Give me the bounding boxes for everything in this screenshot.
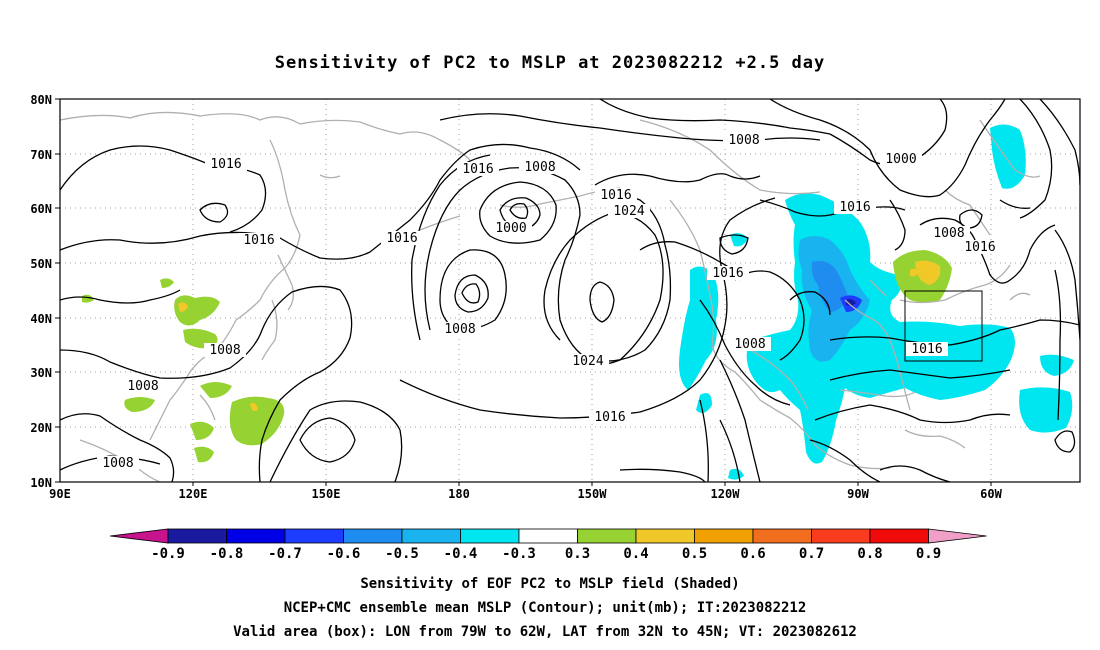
lat-axis: 80N 70N 60N 50N 40N 30N 20N 10N: [30, 93, 60, 490]
valid-area-box: [904, 290, 983, 362]
shade-positive-asia-11: [250, 402, 258, 412]
shade-negative-atl-east: [1019, 387, 1073, 433]
lon-label: 90W: [847, 487, 869, 501]
lat-label: 70N: [30, 148, 52, 162]
colorbar-low-arrow: [109, 528, 169, 544]
contour-label: 1008: [102, 456, 133, 471]
colorbar-segment: [284, 528, 344, 544]
lon-label: 60W: [980, 487, 1002, 501]
gridlines: [60, 99, 1080, 482]
shade-positive-quebec-core: [915, 260, 941, 285]
contour-label: 1016: [600, 188, 631, 203]
shade-negative-na-blue: [811, 260, 848, 312]
contour-label: 1016: [964, 240, 995, 255]
colorbar-segment: [811, 528, 871, 544]
colorbar-segment: [518, 528, 578, 544]
plot-border: [59, 98, 1081, 483]
lat-label: 50N: [30, 257, 52, 271]
colorbar-segment: [460, 528, 520, 544]
contour-label: 1008: [127, 379, 158, 394]
coastlines: [60, 111, 1041, 482]
shade-negative-na-pac: [728, 468, 744, 480]
colorbar-segment: [401, 528, 461, 544]
footer-line-1: Sensitivity of EOF PC2 to MSLP field (Sh…: [360, 576, 739, 592]
shade-positive-asia-6: [124, 397, 155, 412]
lat-label: 60N: [30, 202, 52, 216]
colorbar-label: 0.7: [799, 546, 824, 562]
lat-label: 30N: [30, 366, 52, 380]
colorbar-segment: [577, 528, 637, 544]
colorbar-segment: [635, 528, 695, 544]
colorbar-label: -0.9: [151, 546, 185, 562]
contour-labels: 1016 1016 1016 1008 1008 1000 1000 1008 …: [97, 133, 1001, 471]
lon-label: 150E: [312, 487, 341, 501]
contour-label: 1008: [524, 160, 555, 175]
shade-positive-asia-3: [160, 278, 174, 288]
shade-positive-asia-8: [229, 396, 285, 446]
contour-label: 1000: [885, 152, 916, 167]
colorbar-label: 0.5: [682, 546, 707, 562]
colorbar-label: 0.4: [623, 546, 648, 562]
lon-label: 90E: [49, 487, 71, 501]
lon-label: 150W: [578, 487, 608, 501]
colorbar-label: -0.5: [385, 546, 419, 562]
shade-positive-asia-1: [174, 295, 220, 326]
colorbar-high-arrow: [928, 528, 987, 544]
colorbar-label: -0.7: [268, 546, 302, 562]
contour-label: 1000: [495, 221, 526, 236]
contour-label: 1016: [462, 162, 493, 177]
lon-axis: 90E 120E 150E 180 150W 120W 90W 60W: [49, 482, 1003, 501]
colorbar-label: -0.4: [444, 546, 478, 562]
lon-label: 120W: [711, 487, 741, 501]
colorbar-label: 0.8: [857, 546, 882, 562]
shade-positive-asia-10: [194, 446, 214, 463]
colorbar-segment: [343, 528, 403, 544]
colorbar-segment: [226, 528, 286, 544]
contour-label: 1024: [613, 204, 644, 219]
map-title: Sensitivity of PC2 to MSLP at 2023082212…: [275, 53, 826, 73]
colorbar-segment: [694, 528, 754, 544]
contour-label: 1008: [444, 322, 475, 337]
footer-line-3: Valid area (box): LON from 79W to 62W, L…: [233, 624, 857, 640]
contour-label: 1016: [386, 231, 417, 246]
contour-label: 1008: [933, 226, 964, 241]
shade-positive-quebec-inner: [910, 268, 918, 277]
contour-label: 1024: [572, 354, 603, 369]
contour-label: 1016: [839, 200, 870, 215]
lat-label: 80N: [30, 93, 52, 107]
colorbar-label: -0.3: [502, 546, 536, 562]
shade-negative-na-west: [696, 392, 712, 414]
contour-label: 1016: [243, 233, 274, 248]
colorbar: -0.9 -0.8 -0.7 -0.6 -0.5 -0.4 -0.3 0.3 0.4 0.5 0.6…: [109, 528, 987, 562]
contour-label: 1008: [734, 337, 765, 352]
colorbar-segment: [869, 528, 929, 544]
lat-label: 20N: [30, 421, 52, 435]
lon-label: 120E: [179, 487, 208, 501]
contour-label: 1008: [209, 343, 240, 358]
lon-label: 180: [448, 487, 470, 501]
lat-label: 40N: [30, 312, 52, 326]
contour-label: 1016: [594, 410, 625, 425]
colorbar-label: -0.8: [210, 546, 244, 562]
contour-label: 1008: [728, 133, 759, 148]
colorbar-segment: [752, 528, 812, 544]
colorbar-label: -0.6: [327, 546, 361, 562]
contour-label: 1016: [210, 157, 241, 172]
shade-positive-asia-2: [178, 302, 188, 312]
contour-label: 1016: [712, 266, 743, 281]
shade-negative-na-main: [679, 266, 719, 390]
colorbar-label: 0.3: [565, 546, 590, 562]
colorbar-label: 0.6: [740, 546, 765, 562]
contour-label: 1016: [911, 342, 942, 357]
shade-negative-atl-2: [1040, 354, 1074, 376]
colorbar-label: 0.9: [916, 546, 941, 562]
shade-positive-asia-9: [190, 421, 214, 440]
footer-line-2: NCEP+CMC ensemble mean MSLP (Contour); u…: [284, 600, 807, 616]
colorbar-segment: [167, 528, 227, 544]
lat-label: 10N: [30, 476, 52, 490]
shade-positive-asia-7: [200, 382, 232, 398]
shade-negative-greenland: [990, 124, 1026, 189]
